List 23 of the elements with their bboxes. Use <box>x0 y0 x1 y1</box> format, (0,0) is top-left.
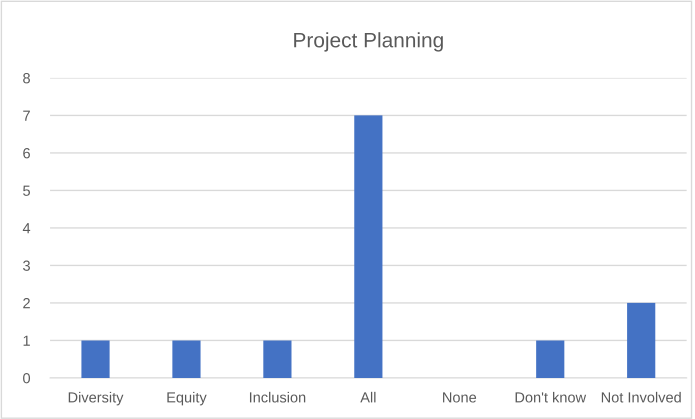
bar <box>627 302 656 378</box>
y-tick-label: 3 <box>23 260 30 271</box>
y-tick-label: 7 <box>23 110 30 121</box>
bar <box>354 115 382 378</box>
x-tick-label: None <box>443 392 476 403</box>
bar <box>172 340 201 378</box>
y-tick-label: 2 <box>23 298 30 308</box>
x-tick-label: Diversity <box>68 392 124 406</box>
y-tick-label: 5 <box>23 186 30 196</box>
x-tick-label: All <box>360 392 376 402</box>
chart-title: Project Planning <box>294 32 443 52</box>
y-tick-label: 0 <box>23 373 30 384</box>
y-tick-label: 8 <box>23 73 30 84</box>
x-tick-label: Inclusion <box>250 392 306 403</box>
x-tick-label: Not Involved <box>602 392 681 403</box>
x-tick-label: Equity <box>167 392 207 406</box>
y-tick-label: 6 <box>23 148 30 158</box>
y-tick-label: 1 <box>24 336 30 346</box>
y-tick-label: 4 <box>22 223 30 234</box>
x-tick-label: Don't know <box>516 392 586 403</box>
bar <box>81 340 110 378</box>
bar <box>536 340 564 378</box>
bar <box>263 340 292 378</box>
